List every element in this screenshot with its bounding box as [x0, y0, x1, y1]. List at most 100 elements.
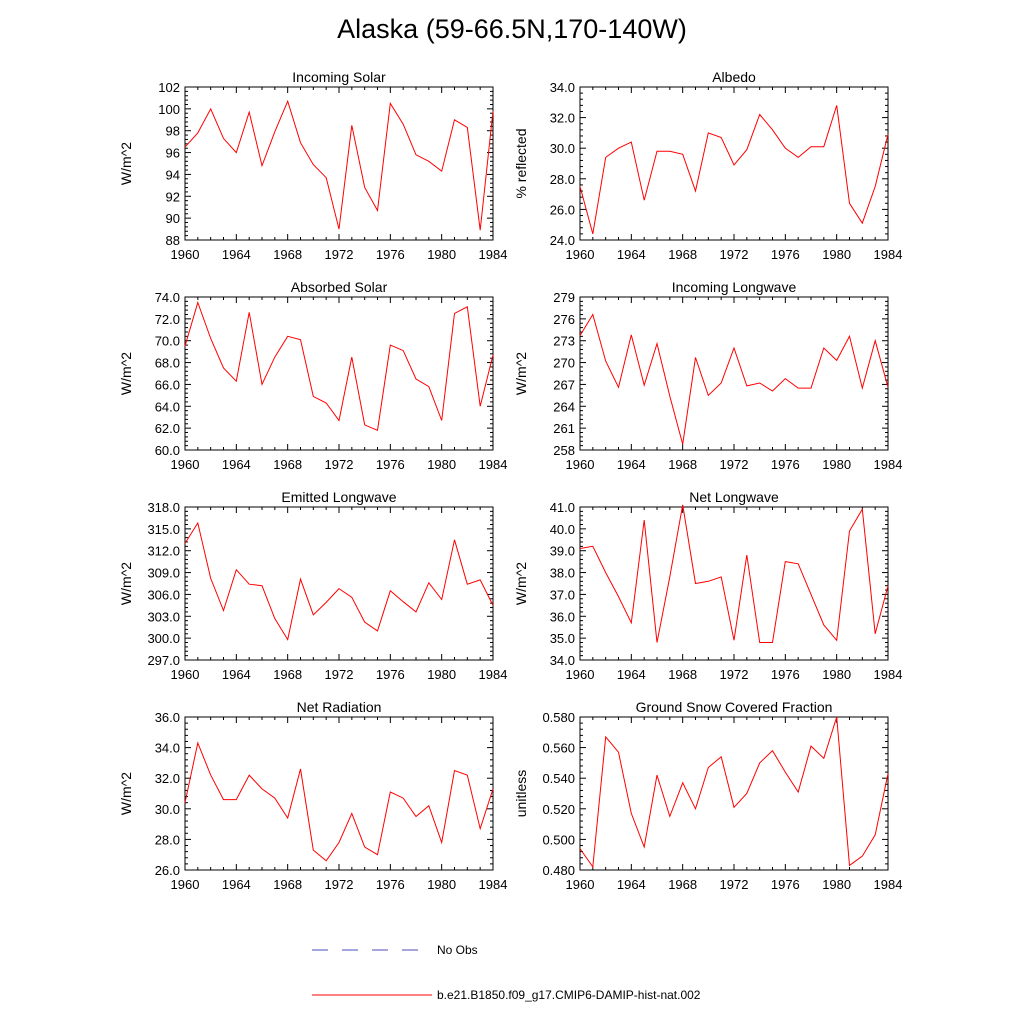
- y-tick-label: 94: [166, 167, 180, 182]
- x-tick-label: 1976: [376, 877, 405, 892]
- panel-title: Incoming Longwave: [672, 279, 797, 295]
- y-axis-label: W/m^2: [513, 352, 529, 395]
- y-tick-label: 279: [553, 290, 575, 305]
- plot-frame: [579, 86, 889, 241]
- series-line: [184, 521, 494, 641]
- panel-3: 1960 1964 1968 1972 1976 1980 1984 60.0 62.0 64.0…: [118, 279, 507, 472]
- y-axis-label: W/m^2: [118, 142, 134, 185]
- y-tick-label: 26.0: [550, 202, 575, 217]
- x-tick-label: 1980: [427, 877, 456, 892]
- x-tick-label: 1968: [668, 877, 697, 892]
- series-line: [579, 105, 889, 235]
- x-tick-label: 1976: [771, 457, 800, 472]
- y-tick-label: 276: [553, 312, 575, 327]
- x-tick-label: 1964: [222, 667, 251, 682]
- y-tick-label: 267: [553, 377, 575, 392]
- legend: No Obs b.e21.B1850.f09_g17.CMIP6-DAMIP-hi…: [312, 943, 701, 1002]
- x-tick-label: 1980: [822, 877, 851, 892]
- x-tick-label: 1976: [771, 877, 800, 892]
- x-tick-label: 1984: [874, 667, 903, 682]
- x-tick-label: 1968: [273, 877, 302, 892]
- y-tick-label: 60.0: [155, 443, 180, 458]
- x-tick-label: 1968: [668, 667, 697, 682]
- y-tick-label: 39.0: [550, 544, 575, 559]
- y-tick-label: 24.0: [550, 233, 575, 248]
- x-tick-label: 1976: [771, 247, 800, 262]
- y-tick-label: 26.0: [155, 863, 180, 878]
- y-tick-label: 264: [553, 399, 575, 414]
- y-tick-label: 64.0: [155, 399, 180, 414]
- y-tick-label: 36.0: [155, 710, 180, 725]
- y-axis-label: W/m^2: [513, 562, 529, 605]
- y-tick-label: 70.0: [155, 334, 180, 349]
- y-tick-label: 32.0: [550, 111, 575, 126]
- series-line: [579, 313, 889, 445]
- y-tick-label: 100: [158, 102, 180, 117]
- panel-title: Emitted Longwave: [281, 489, 396, 505]
- x-tick-label: 1984: [479, 667, 508, 682]
- x-tick-label: 1984: [479, 457, 508, 472]
- y-tick-label: 34.0: [155, 741, 180, 756]
- x-tick-label: 1968: [668, 457, 697, 472]
- y-tick-label: 28.0: [155, 832, 180, 847]
- x-tick-label: 1972: [325, 457, 354, 472]
- x-tick-label: 1972: [720, 667, 749, 682]
- x-tick-label: 1980: [427, 247, 456, 262]
- panel-5: 1960 1964 1968 1972 1976 1980 1984 297.0 300.0 30…: [118, 489, 507, 682]
- legend-label: No Obs: [437, 943, 478, 957]
- panel-1: 1960 1964 1968 1972 1976 1980 1984 88 90 92 94 96 98…: [118, 69, 507, 262]
- panel-7: 1960 1964 1968 1972 1976 1980 1984 26.0 28.0 30.0…: [118, 699, 507, 892]
- y-tick-label: 72.0: [155, 312, 180, 327]
- x-tick-label: 1964: [617, 247, 646, 262]
- y-tick-label: 34.0: [550, 653, 575, 668]
- series-line: [579, 716, 889, 869]
- panel-title: Absorbed Solar: [291, 279, 388, 295]
- y-tick-label: 297.0: [147, 653, 180, 668]
- y-tick-label: 41.0: [550, 500, 575, 515]
- y-tick-label: 0.480: [542, 863, 575, 878]
- x-tick-label: 1976: [771, 667, 800, 682]
- x-tick-label: 1972: [325, 667, 354, 682]
- x-tick-label: 1984: [874, 457, 903, 472]
- y-tick-label: 36.0: [550, 609, 575, 624]
- x-tick-label: 1980: [427, 667, 456, 682]
- y-axis-label: W/m^2: [118, 352, 134, 395]
- x-tick-label: 1960: [171, 877, 200, 892]
- plot-frame: [184, 506, 494, 661]
- x-tick-label: 1968: [668, 247, 697, 262]
- y-axis-label: unitless: [513, 770, 529, 817]
- y-tick-label: 28.0: [550, 172, 575, 187]
- panel-6: 1960 1964 1968 1972 1976 1980 1984 34.0 35.0 36.0…: [513, 489, 902, 682]
- x-tick-label: 1968: [273, 247, 302, 262]
- panel-8: 1960 1964 1968 1972 1976 1980 1984 0.480 0.500 0.…: [513, 699, 902, 892]
- y-tick-label: 312.0: [147, 544, 180, 559]
- panel-4: 1960 1964 1968 1972 1976 1980 1984 258 261 264 267…: [513, 279, 902, 472]
- x-tick-label: 1960: [566, 667, 595, 682]
- x-tick-label: 1984: [479, 877, 508, 892]
- y-axis-label: W/m^2: [118, 772, 134, 815]
- y-tick-label: 98: [166, 124, 180, 139]
- x-tick-label: 1972: [325, 877, 354, 892]
- y-tick-label: 303.0: [147, 609, 180, 624]
- x-tick-label: 1964: [617, 877, 646, 892]
- y-tick-label: 0.560: [542, 741, 575, 756]
- x-tick-label: 1976: [376, 667, 405, 682]
- panel-title: Net Longwave: [689, 489, 779, 505]
- plot-frame: [579, 296, 889, 451]
- y-tick-label: 66.0: [155, 377, 180, 392]
- series-line: [184, 741, 494, 862]
- x-tick-label: 1964: [617, 457, 646, 472]
- x-tick-label: 1984: [479, 247, 508, 262]
- x-tick-label: 1980: [427, 457, 456, 472]
- x-tick-label: 1976: [376, 247, 405, 262]
- y-tick-label: 261: [553, 421, 575, 436]
- figure-title: Alaska (59-66.5N,170-140W): [337, 14, 687, 44]
- y-tick-label: 40.0: [550, 522, 575, 537]
- x-tick-label: 1960: [171, 667, 200, 682]
- y-tick-label: 62.0: [155, 421, 180, 436]
- panel-title: Incoming Solar: [292, 69, 386, 85]
- x-tick-label: 1972: [325, 247, 354, 262]
- y-tick-label: 37.0: [550, 587, 575, 602]
- y-tick-label: 92: [166, 189, 180, 204]
